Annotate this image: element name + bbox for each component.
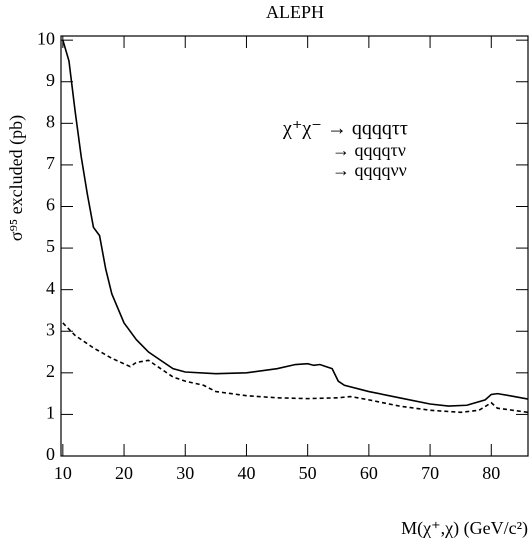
y-tick-label: 10 <box>37 28 55 48</box>
y-tick-label: 1 <box>46 403 55 423</box>
y-tick-label: 2 <box>46 361 55 381</box>
annotation: χ⁺χ⁻ → qqqqττ <box>282 118 408 140</box>
y-axis-label: σ⁹⁵ excluded (pb) <box>6 115 27 241</box>
x-tick-label: 10 <box>54 463 72 483</box>
plot-frame <box>60 35 529 457</box>
y-tick-label: 5 <box>46 236 55 256</box>
x-tick-label: 40 <box>237 463 255 483</box>
x-tick-label: 60 <box>360 463 378 483</box>
chart-title: ALEPH <box>266 2 324 22</box>
y-tick-label: 3 <box>46 319 55 339</box>
data-line <box>62 322 529 414</box>
annotation: → qqqqτν <box>332 140 406 160</box>
data-line <box>62 39 529 407</box>
y-tick-label: 6 <box>46 195 55 215</box>
y-tick-label: 4 <box>46 278 55 298</box>
y-tick-label: 0 <box>46 444 55 464</box>
x-tick-label: 30 <box>176 463 194 483</box>
x-tick-label: 80 <box>482 463 500 483</box>
x-tick-label: 20 <box>115 463 133 483</box>
x-axis-label: M(χ⁺,χ) (GeV/c²) <box>401 518 528 539</box>
annotation: → qqqqνν <box>332 160 407 180</box>
x-tick-label: 70 <box>421 463 439 483</box>
x-tick-label: 50 <box>299 463 317 483</box>
y-tick-label: 8 <box>46 111 55 131</box>
y-tick-label: 9 <box>46 70 55 90</box>
y-tick-label: 7 <box>46 153 55 173</box>
